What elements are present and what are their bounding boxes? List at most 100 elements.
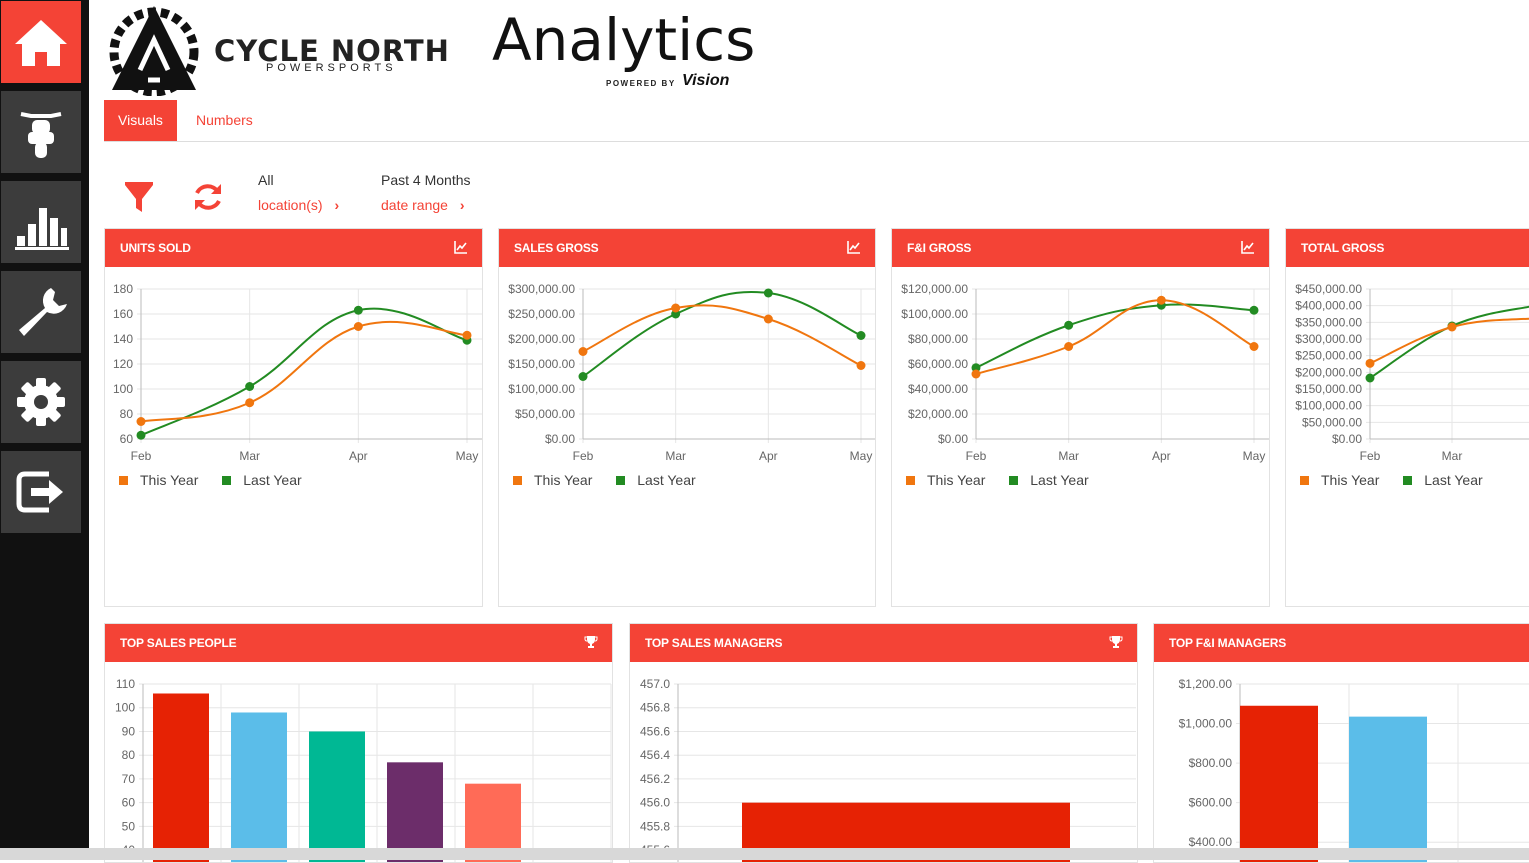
- sidebar-item-service[interactable]: [1, 271, 81, 353]
- panel-header: TOP SALES MANAGERS: [630, 624, 1137, 662]
- data-point: [1064, 320, 1074, 330]
- y-tick-label: 80: [122, 748, 136, 762]
- legend-swatch: [1403, 476, 1413, 486]
- trophy-icon[interactable]: [1109, 635, 1123, 649]
- y-tick-label: 70: [122, 772, 136, 786]
- data-point: [671, 303, 681, 313]
- legend-this-year[interactable]: This Year: [1298, 472, 1379, 488]
- location-link[interactable]: location(s) ›: [258, 197, 340, 213]
- total-gross-panel: TOTAL GROSS $450,000.00 $400,000.00 $350,0…: [1285, 228, 1529, 607]
- y-tick-label: 100: [115, 701, 135, 715]
- y-tick-label: $600.00: [1189, 796, 1233, 810]
- data-point: [1447, 322, 1457, 332]
- motorcycle-icon: [20, 112, 62, 158]
- legend-swatch: [119, 476, 128, 486]
- bar: [387, 762, 443, 862]
- y-tick-label: 60: [120, 432, 134, 446]
- data-point: [136, 417, 146, 426]
- refresh-icon[interactable]: [191, 180, 225, 214]
- filter-bar: All location(s) › Past 4 Months date ran…: [104, 160, 604, 230]
- data-point: [578, 372, 588, 381]
- date-range-filter: Past 4 Months date range ›: [381, 172, 471, 213]
- line-chart-icon[interactable]: [847, 240, 861, 254]
- y-tick-label: 457.0: [640, 677, 670, 691]
- legend-swatch: [1009, 476, 1019, 486]
- y-tick-label: 456.0: [640, 796, 670, 810]
- line-chart-icon[interactable]: [454, 240, 468, 254]
- y-tick-label: $0.00: [938, 432, 968, 446]
- series-line: [975, 303, 1255, 369]
- panel-header: TOTAL GROSS: [1286, 229, 1529, 267]
- series-line: [582, 290, 862, 378]
- sidebar-item-reports[interactable]: [1, 181, 81, 263]
- data-point: [578, 347, 588, 356]
- location-value: All: [258, 172, 274, 188]
- brand-subtitle: POWERSPORTS: [266, 62, 397, 74]
- date-range-link[interactable]: date range ›: [381, 197, 465, 213]
- legend-this-year[interactable]: This Year: [511, 472, 592, 488]
- sidebar-item-inventory[interactable]: [1, 91, 81, 173]
- tab-visuals[interactable]: Visuals: [104, 100, 177, 141]
- y-tick-label: $450,000.00: [1295, 282, 1362, 296]
- filter-icon[interactable]: [122, 180, 156, 214]
- legend-swatch: [906, 476, 915, 486]
- chart-legend: This Year Last Year: [117, 472, 320, 488]
- page-title: Analytics: [492, 6, 756, 74]
- y-tick-label: $400,000.00: [1295, 299, 1362, 313]
- chevron-right-icon: ›: [459, 197, 465, 213]
- panel-title: F&I GROSS: [907, 241, 972, 255]
- gear-icon: [17, 378, 65, 426]
- sidebar-item-home[interactable]: [1, 1, 81, 83]
- legend-last-year[interactable]: Last Year: [220, 472, 302, 488]
- bar: [231, 712, 287, 862]
- horizontal-scrollbar[interactable]: [0, 848, 1529, 860]
- panel-header: SALES GROSS: [499, 229, 875, 267]
- tab-numbers[interactable]: Numbers: [196, 112, 253, 128]
- legend-last-year[interactable]: Last Year: [614, 472, 696, 488]
- sidebar-item-settings[interactable]: [1, 361, 81, 443]
- y-tick-label: $250,000.00: [508, 307, 575, 321]
- legend-this-year[interactable]: This Year: [117, 472, 198, 488]
- y-tick-label: 90: [122, 724, 136, 738]
- legend-last-year[interactable]: Last Year: [1401, 472, 1483, 488]
- total-gross-chart: $450,000.00 $400,000.00 $350,000.00 $300,00…: [1295, 282, 1529, 463]
- x-tick-label: Feb: [1360, 449, 1381, 463]
- y-tick-label: 50: [122, 819, 136, 833]
- y-tick-label: $350,000.00: [1295, 315, 1362, 329]
- legend-last-year[interactable]: Last Year: [1007, 472, 1089, 488]
- top-fi-managers-panel: TOP F&I MANAGERS $1,200.00 $1,000.00 $800.…: [1153, 623, 1529, 863]
- x-tick-label: Mar: [239, 449, 260, 463]
- sales-gross-panel: SALES GROSS $300,000.00 $250,000.00 $200,0…: [498, 228, 876, 607]
- legend-this-year[interactable]: This Year: [904, 472, 985, 488]
- bar: [1240, 705, 1318, 862]
- brand-logo: [109, 6, 199, 96]
- y-tick-label: 100: [113, 382, 133, 396]
- data-point: [971, 369, 981, 379]
- y-tick-label: $250,000.00: [1295, 349, 1362, 363]
- sidebar-item-logout[interactable]: [1, 451, 81, 533]
- data-point: [763, 314, 773, 324]
- x-tick-label: Feb: [131, 449, 152, 463]
- line-chart-icon[interactable]: [1241, 240, 1255, 254]
- x-tick-label: Apr: [349, 449, 368, 463]
- x-tick-label: Apr: [759, 449, 778, 463]
- units-sold-chart: 180 160 140 120 100 80 60 Feb Mar Apr May: [113, 282, 482, 463]
- data-point: [856, 361, 866, 370]
- trophy-icon[interactable]: [584, 635, 598, 649]
- data-point: [353, 322, 363, 331]
- chevron-right-icon: ›: [334, 197, 340, 213]
- chart-legend: This Year Last Year: [904, 472, 1107, 488]
- bar: [153, 693, 209, 862]
- y-tick-label: $1,000.00: [1179, 717, 1233, 731]
- y-tick-label: $100,000.00: [1295, 399, 1362, 413]
- data-point: [971, 363, 981, 373]
- bar: [309, 731, 365, 862]
- home-icon: [15, 20, 67, 66]
- legend-swatch: [513, 476, 522, 486]
- top-sales-managers-panel: TOP SALES MANAGERS 457.0 456.8 456.6 456.4 4…: [629, 623, 1138, 863]
- y-tick-label: $50,000.00: [515, 407, 575, 421]
- chart-legend: This Year Last Year: [1298, 472, 1501, 488]
- chart-legend: This Year Last Year: [511, 472, 714, 488]
- y-tick-label: $150,000.00: [508, 357, 575, 371]
